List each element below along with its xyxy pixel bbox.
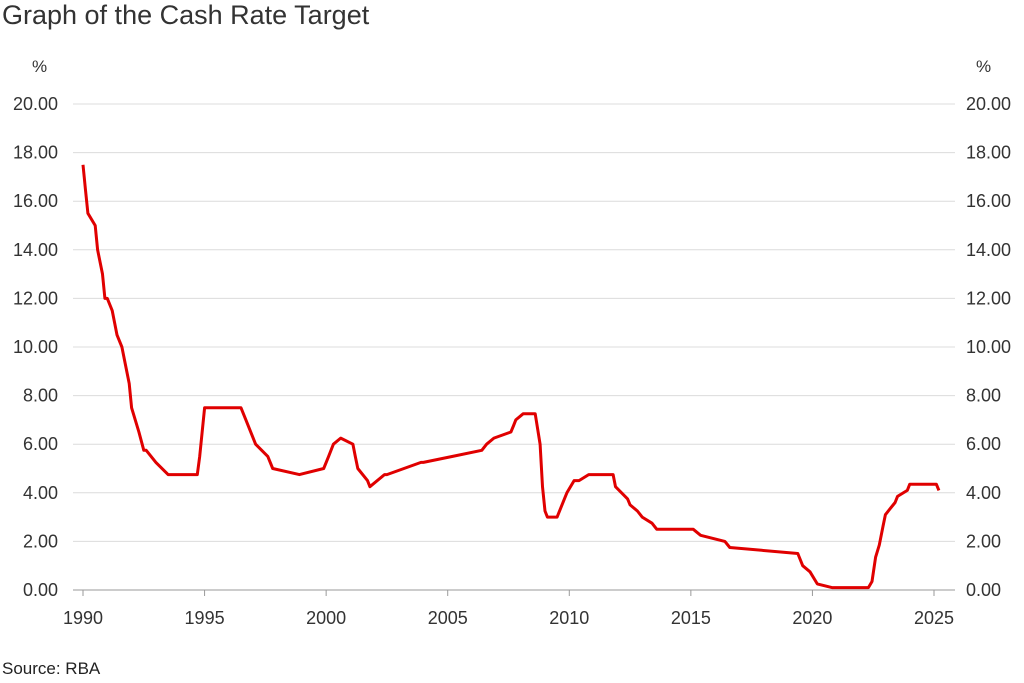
x-tick-label: 2025: [914, 608, 954, 628]
y-tick-label-right: 18.00: [966, 143, 1011, 163]
y-unit-right: %: [976, 57, 991, 76]
cash-rate-line: [81, 164, 941, 590]
y-unit-left: %: [32, 57, 47, 76]
y-tick-label-right: 14.00: [966, 240, 1011, 260]
y-tick-label-right: 12.00: [966, 288, 1011, 308]
y-axis-right: 0.00 2.00 4.00 6.00 8.00 10.00 12.00 14.00 16.00…: [966, 94, 1011, 600]
y-tick-label-right: 10.00: [966, 337, 1011, 357]
y-tick-label-right: 0.00: [966, 580, 1001, 600]
y-tick-label-left: 18.00: [13, 143, 58, 163]
x-tick-label: 2015: [671, 608, 711, 628]
chart-title: Graph of the Cash Rate Target: [2, 0, 370, 30]
x-tick-label: 2000: [306, 608, 346, 628]
y-tick-label-left: 6.00: [23, 434, 58, 454]
y-tick-label-left: 10.00: [13, 337, 58, 357]
y-tick-label-left: 4.00: [23, 483, 58, 503]
y-tick-label-left: 2.00: [23, 531, 58, 551]
y-axis-left: 0.00 2.00 4.00 6.00 8.00 10.00 12.00 14.00 16.00…: [13, 94, 58, 600]
y-tick-label-right: 20.00: [966, 94, 1011, 114]
y-tick-label-right: 4.00: [966, 483, 1001, 503]
y-tick-label-left: 16.00: [13, 191, 58, 211]
y-tick-label-left: 0.00: [23, 580, 58, 600]
y-tick-label-right: 6.00: [966, 434, 1001, 454]
x-tick-label: 1995: [185, 608, 225, 628]
x-tick-label: 1990: [63, 608, 103, 628]
x-tick-label: 2005: [428, 608, 468, 628]
y-tick-label-right: 16.00: [966, 191, 1011, 211]
y-tick-label-left: 20.00: [13, 94, 58, 114]
y-tick-label-left: 12.00: [13, 288, 58, 308]
x-tick-label: 2020: [792, 608, 832, 628]
grid-lines: [73, 103, 955, 591]
y-tick-label-right: 2.00: [966, 531, 1001, 551]
x-axis: 1990 1995 2000 2005 2010 2015 2020 2025: [63, 590, 954, 628]
source-note: Source: RBA: [2, 659, 101, 678]
y-tick-label-left: 14.00: [13, 240, 58, 260]
y-tick-label-left: 8.00: [23, 386, 58, 406]
y-tick-label-right: 8.00: [966, 386, 1001, 406]
x-tick-label: 2010: [549, 608, 589, 628]
